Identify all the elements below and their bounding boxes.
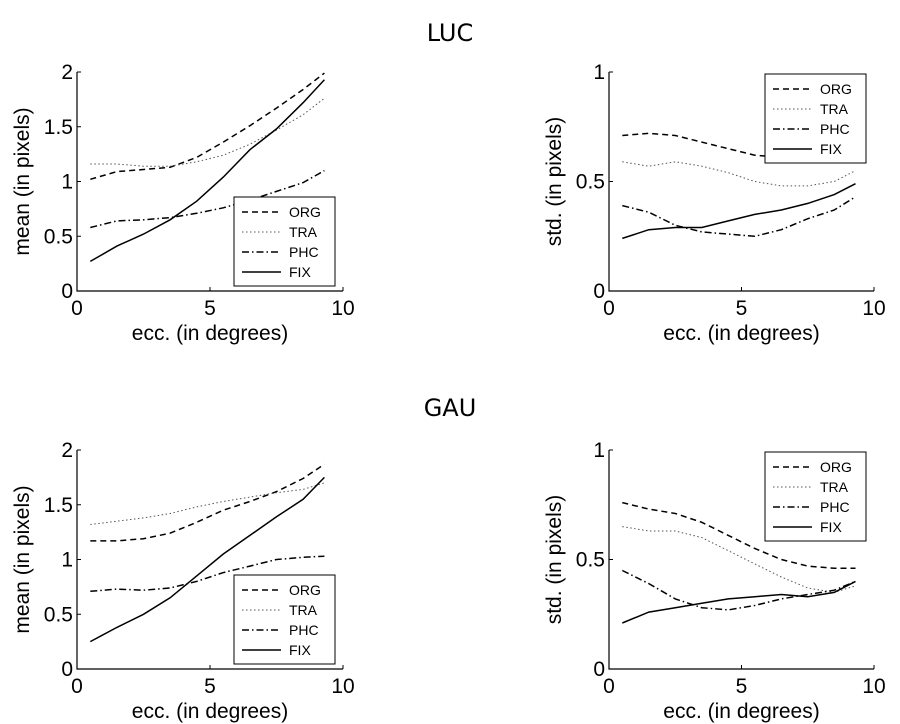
x-tick-label: 5 — [204, 297, 216, 320]
chart-panel: 0 5 10 0 0.5 1 ecc. (in degrees) std. (in pixel… — [543, 439, 886, 723]
legend-label: TRA — [289, 602, 318, 618]
x-tick-label: 0 — [71, 675, 83, 698]
x-tick-label: 0 — [603, 297, 615, 320]
series-line-tra — [622, 161, 856, 187]
legend-label: PHC — [820, 499, 850, 515]
series-line-phc — [622, 196, 856, 238]
series-line-org — [622, 501, 856, 570]
y-axis-label: std. (in pixels) — [543, 495, 566, 625]
chart-panel: 0 5 10 0 0.5 1 1.5 2 ecc. (in degrees) mean (in p… — [11, 439, 355, 723]
x-tick-label: 10 — [862, 675, 885, 698]
y-axis-label: mean (in pixels) — [11, 485, 34, 633]
legend-label: TRA — [820, 101, 849, 117]
legend-label: FIX — [289, 642, 311, 658]
legend-label: PHC — [289, 622, 319, 638]
series-line-fix — [89, 476, 325, 643]
legend-box — [764, 73, 867, 164]
y-tick-label: 1 — [593, 439, 605, 462]
section-title-gau: GAU — [424, 394, 477, 422]
legend-label: ORG — [289, 204, 321, 220]
y-axis-label: std. (in pixels) — [543, 117, 566, 247]
y-tick-label: 0 — [593, 658, 605, 681]
series-line-tra — [90, 97, 325, 167]
x-axis-label: ecc. (in degrees) — [132, 700, 288, 723]
y-tick-label: 0 — [61, 658, 73, 681]
y-tick-label: 0 — [593, 280, 605, 303]
legend-label: FIX — [820, 141, 842, 157]
y-tick-label: 1.5 — [44, 116, 73, 139]
y-tick-label: 2 — [61, 61, 73, 84]
y-tick-label: 1.5 — [44, 494, 73, 517]
legend-label: ORG — [820, 459, 852, 475]
legend-label: FIX — [289, 264, 311, 280]
chart-panel: 0 5 10 0 0.5 1 1.5 2 ecc. (in degrees) mean (in p… — [11, 61, 355, 345]
legend-label: PHC — [289, 244, 319, 260]
legend-box — [233, 196, 336, 287]
series-line-fix — [89, 79, 325, 263]
y-tick-label: 1 — [61, 549, 73, 572]
y-tick-label: 0.5 — [576, 171, 605, 194]
x-tick-label: 10 — [862, 297, 885, 320]
series-line-tra — [622, 526, 856, 593]
series-line-phc — [90, 555, 325, 593]
series-line-phc — [90, 169, 325, 229]
series-line-org — [90, 72, 325, 181]
x-tick-label: 5 — [204, 675, 216, 698]
x-axis-label: ecc. (in degrees) — [663, 322, 819, 345]
legend: ORG TRA PHC FIX — [764, 451, 867, 542]
y-tick-label: 0.5 — [576, 549, 605, 572]
x-tick-label: 0 — [603, 675, 615, 698]
series-line-fix — [622, 580, 856, 624]
series-line-fix — [622, 183, 856, 240]
x-tick-label: 10 — [331, 675, 354, 698]
legend: ORG TRA PHC FIX — [233, 196, 336, 287]
x-tick-label: 5 — [736, 297, 748, 320]
series-line-tra — [90, 482, 325, 525]
x-tick-label: 10 — [331, 297, 354, 320]
x-axis-label: ecc. (in degrees) — [132, 322, 288, 345]
legend: ORG TRA PHC FIX — [764, 73, 867, 164]
y-axis-label: mean (in pixels) — [11, 107, 34, 255]
legend-box — [764, 451, 867, 542]
legend-label: TRA — [820, 479, 849, 495]
x-axis-label: ecc. (in degrees) — [663, 700, 819, 723]
y-tick-label: 1 — [61, 171, 73, 194]
series-line-phc — [621, 569, 856, 611]
legend-label: ORG — [820, 81, 852, 97]
y-tick-label: 0.5 — [44, 225, 73, 248]
series-line-org — [90, 463, 325, 542]
legend-label: ORG — [289, 582, 321, 598]
section-title-luc: LUC — [427, 19, 474, 47]
legend-label: PHC — [820, 121, 850, 137]
legend: ORG TRA PHC FIX — [233, 574, 336, 665]
y-tick-label: 2 — [61, 439, 73, 462]
legend-label: FIX — [820, 519, 842, 535]
x-tick-label: 0 — [71, 297, 83, 320]
y-tick-label: 1 — [593, 61, 605, 84]
legend-label: TRA — [289, 224, 318, 240]
y-tick-label: 0 — [61, 280, 73, 303]
y-tick-label: 0.5 — [44, 603, 73, 626]
legend-box — [233, 574, 336, 665]
x-tick-label: 5 — [736, 675, 748, 698]
chart-panel: 0 5 10 0 0.5 1 ecc. (in degrees) std. (in pixel… — [543, 61, 886, 345]
